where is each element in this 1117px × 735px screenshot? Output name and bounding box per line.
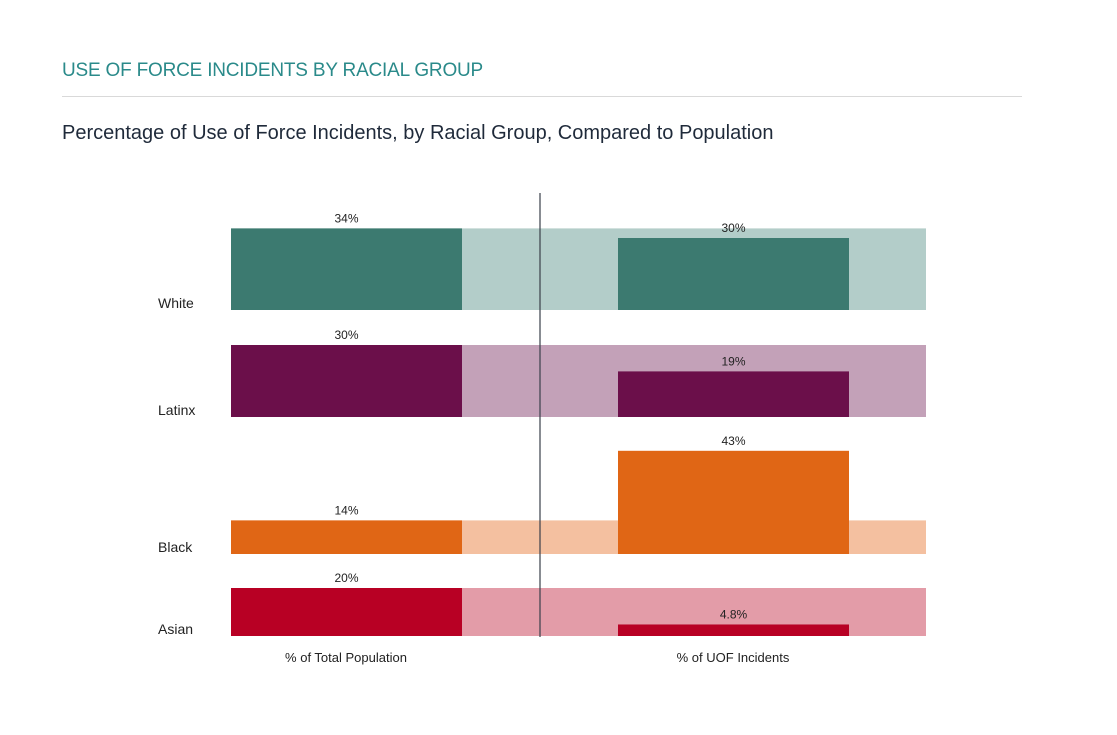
section-title: USE OF FORCE INCIDENTS BY RACIAL GROUP [62,60,484,81]
bar-uof-black [618,450,849,554]
bar-population-asian [231,588,462,636]
title-divider [62,96,1022,97]
label-uof-asian: 4.8% [720,607,748,621]
category-label-asian: Asian [158,621,193,637]
bar-population-black [231,520,462,554]
category-label-white: White [158,295,194,311]
label-uof-latinx: 19% [721,354,745,368]
chart-title: Percentage of Use of Force Incidents, by… [62,122,774,144]
bar-uof-asian [618,624,849,636]
label-population-black: 14% [334,503,358,517]
bar-uof-white [618,238,849,310]
bar-population-white [231,228,462,310]
bar-population-latinx [231,345,462,417]
label-uof-black: 43% [721,434,745,448]
label-uof-white: 30% [721,221,745,235]
axis-label-uof: % of UOF Incidents [677,650,790,665]
axis-label-population: % of Total Population [285,650,407,665]
label-population-asian: 20% [334,571,358,585]
category-label-black: Black [158,539,193,555]
label-population-white: 34% [334,211,358,225]
label-population-latinx: 30% [334,328,358,342]
bar-uof-latinx [618,371,849,417]
category-label-latinx: Latinx [158,402,195,418]
